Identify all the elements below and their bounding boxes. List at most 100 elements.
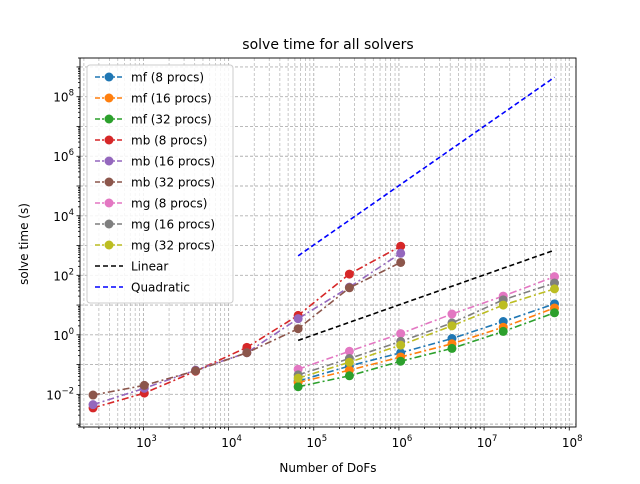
plot-frame — [79, 57, 577, 428]
tick-label-exponent: 2 — [69, 267, 74, 277]
tick-label-base: 10 — [221, 436, 236, 450]
tick-label-base: 10 — [477, 436, 492, 450]
x-tick-label: 108 — [562, 434, 583, 450]
series-line — [297, 275, 555, 370]
data-point — [344, 283, 354, 293]
legend-label: mf (8 procs) — [131, 71, 204, 85]
data-point — [88, 390, 98, 400]
legend-swatch-marker — [104, 219, 114, 229]
legend-swatch-marker — [104, 156, 114, 166]
tick-label-exponent: 7 — [492, 434, 497, 444]
tick-label-base: 10 — [392, 436, 407, 450]
legend-label: Linear — [131, 260, 168, 274]
data-point — [242, 348, 252, 358]
tick-label-exponent: 4 — [237, 434, 242, 444]
x-tick-label: 103 — [136, 434, 157, 450]
legend-label: mg (32 procs) — [131, 239, 215, 253]
series-line — [297, 76, 555, 257]
data-point — [344, 357, 354, 367]
tick-label-base: 10 — [53, 210, 68, 224]
chart-title: solve time for all solvers — [242, 37, 413, 53]
tick-label-exponent: 6 — [69, 148, 74, 158]
data-point — [498, 326, 508, 336]
data-point — [396, 329, 406, 339]
data-point — [396, 257, 406, 267]
legend-swatch-marker — [104, 72, 114, 82]
data-point — [447, 343, 457, 353]
tick-label-exponent: 0 — [69, 327, 74, 337]
legend-label: mb (16 procs) — [131, 155, 215, 169]
data-point — [396, 356, 406, 366]
axis-ticks — [76, 57, 570, 431]
y-tick-label: 100 — [53, 327, 74, 343]
x-tick-label: 104 — [221, 434, 242, 450]
tick-label-exponent: 6 — [407, 434, 412, 444]
legend-item: mg (16 procs) — [95, 218, 215, 232]
legend-item: mb (8 procs) — [95, 134, 207, 148]
series-5 — [88, 257, 406, 400]
legend-item: mf (8 procs) — [95, 71, 204, 85]
data-point — [88, 400, 98, 410]
legend-label: mb (32 procs) — [131, 176, 215, 190]
tick-label-base: 10 — [562, 436, 577, 450]
data-point — [191, 366, 201, 376]
y-tick-label: 108 — [53, 89, 74, 105]
legend-label: Quadratic — [131, 281, 190, 295]
data-point — [550, 308, 560, 318]
data-point — [344, 346, 354, 356]
x-tick-label: 105 — [306, 434, 327, 450]
y-tick-label: 102 — [53, 267, 74, 283]
data-point — [396, 241, 406, 251]
tick-label-exponent: 8 — [577, 434, 582, 444]
data-point — [293, 314, 303, 324]
data-point — [293, 373, 303, 383]
y-tick-label: 106 — [53, 148, 74, 164]
legend-item: mg (32 procs) — [95, 239, 215, 253]
legend-item: mf (32 procs) — [95, 113, 212, 127]
legend-item: mb (16 procs) — [95, 155, 215, 169]
data-point — [447, 309, 457, 319]
legend-swatch-marker — [104, 177, 114, 187]
legend-item: Linear — [95, 260, 168, 274]
tick-label-base: 10 — [53, 150, 68, 164]
legend-label: mb (8 procs) — [131, 134, 207, 148]
legend-swatch-marker — [104, 114, 114, 124]
series-line — [297, 249, 555, 342]
legend-swatch-marker — [104, 240, 114, 250]
tick-label-exponent: 3 — [151, 434, 156, 444]
data-point — [396, 248, 406, 258]
series-10 — [297, 76, 555, 257]
legend-item: mg (8 procs) — [95, 197, 207, 211]
data-point — [344, 371, 354, 381]
tick-label-exponent: 5 — [322, 434, 327, 444]
y-axis-label: solve time (s) — [17, 203, 31, 285]
series-9 — [297, 249, 555, 342]
tick-label-base: 10 — [306, 436, 321, 450]
series-8 — [293, 284, 560, 383]
data-point — [396, 340, 406, 350]
tick-label-base: 10 — [53, 91, 68, 105]
series-line — [297, 288, 555, 379]
legend-label: mg (8 procs) — [131, 197, 207, 211]
tick-label-exponent: −2 — [61, 386, 74, 396]
tick-label-exponent: 4 — [69, 208, 74, 218]
series-line — [297, 282, 555, 376]
tick-label-base: 10 — [136, 436, 151, 450]
x-tick-label: 107 — [477, 434, 498, 450]
legend-swatch-marker — [104, 93, 114, 103]
x-tick-label: 106 — [392, 434, 413, 450]
tick-label-base: 10 — [53, 329, 68, 343]
data-point — [344, 269, 354, 279]
data-point — [498, 300, 508, 310]
data-point — [293, 324, 303, 334]
legend-item: mb (32 procs) — [95, 176, 215, 190]
tick-label-exponent: 8 — [69, 89, 74, 99]
y-tick-label: 10−2 — [46, 386, 74, 402]
legend-swatch-marker — [104, 135, 114, 145]
tick-label-base: 10 — [53, 269, 68, 283]
data-point — [550, 284, 560, 294]
legend-label: mf (32 procs) — [131, 113, 212, 127]
tick-label-base: 10 — [46, 388, 61, 402]
series-line — [297, 307, 555, 384]
